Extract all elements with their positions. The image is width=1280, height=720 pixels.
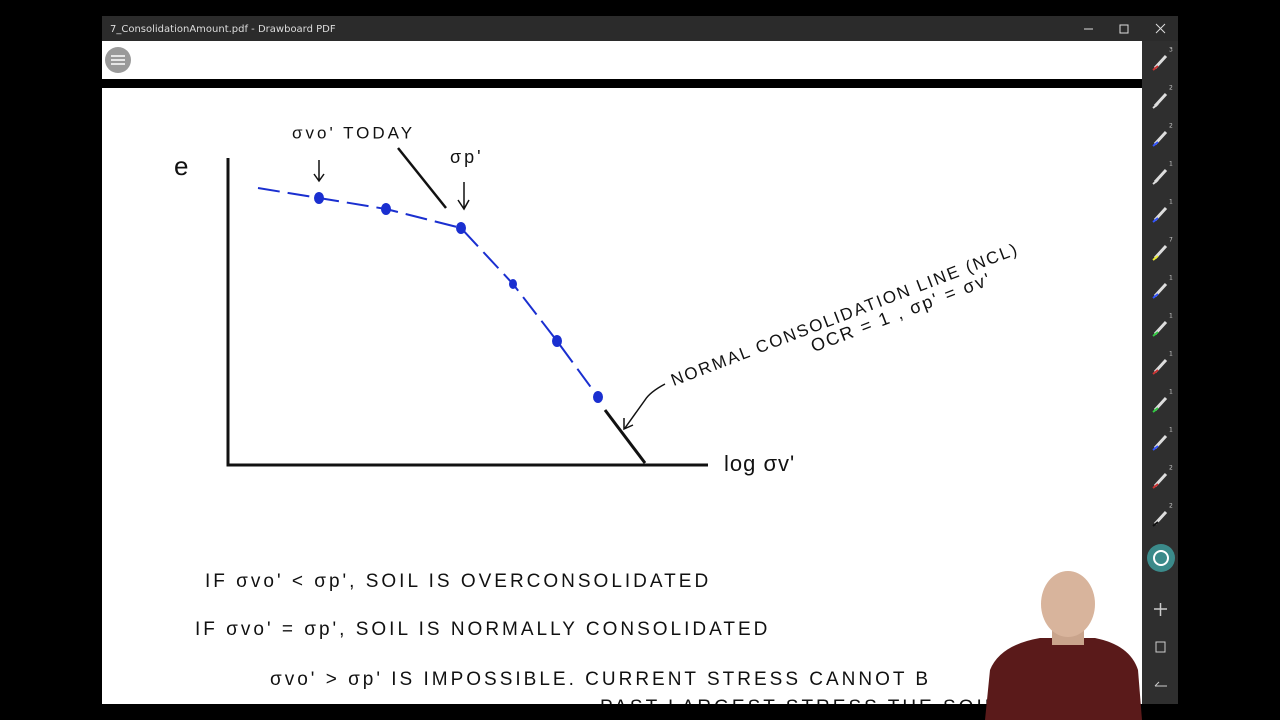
point bbox=[593, 391, 603, 403]
add-tool-button[interactable] bbox=[1154, 603, 1167, 616]
tool-badge: 2 bbox=[1169, 503, 1173, 510]
settings-icon bbox=[1153, 550, 1169, 566]
pen-color bbox=[1152, 65, 1159, 71]
pen-tool[interactable]: 1 bbox=[1152, 275, 1173, 299]
tool-badge: 1 bbox=[1169, 427, 1173, 434]
tool-badge: 1 bbox=[1169, 275, 1173, 282]
point bbox=[381, 203, 391, 215]
collapse-button[interactable] bbox=[1154, 681, 1167, 687]
tool-badge: 3 bbox=[1169, 47, 1173, 54]
pen-tool[interactable]: 1 bbox=[1152, 389, 1173, 413]
pen-tool[interactable]: 2 bbox=[1152, 123, 1173, 147]
note-line: IF σvo' = σp', SOIL IS NORMALLY CONSOLID… bbox=[195, 619, 770, 640]
pen-color bbox=[1152, 483, 1159, 489]
pen-color bbox=[1152, 141, 1159, 147]
curve-points bbox=[314, 192, 603, 403]
pen-tool[interactable]: 1 bbox=[1152, 199, 1173, 223]
pen-tool[interactable]: 1 bbox=[1152, 161, 1173, 185]
tool-badge: 1 bbox=[1169, 389, 1173, 396]
pen-tool[interactable]: 1 bbox=[1152, 313, 1173, 337]
pen-color bbox=[1152, 179, 1159, 185]
pen-color bbox=[1152, 445, 1159, 451]
ncl-pointer bbox=[623, 383, 666, 431]
note-line: IF σvo' < σp', SOIL IS OVERCONSOLIDATED bbox=[205, 571, 711, 592]
pen-tool[interactable]: 2 bbox=[1152, 503, 1173, 527]
note-line: σvo' > σp' IS IMPOSSIBLE. CURRENT STRESS… bbox=[270, 669, 931, 690]
pen-color bbox=[1152, 293, 1159, 299]
ncl-line bbox=[603, 409, 647, 464]
pen-tool[interactable]: 1 bbox=[1152, 427, 1173, 451]
restore-button[interactable] bbox=[1119, 24, 1129, 34]
title-bar bbox=[102, 16, 1178, 41]
toolbar bbox=[102, 41, 1142, 79]
presenter-head bbox=[1041, 571, 1095, 637]
pen-tool[interactable]: 7 bbox=[1152, 237, 1173, 261]
page-border bbox=[102, 79, 1142, 88]
tool-badge: 1 bbox=[1169, 351, 1173, 358]
y-axis-label: e bbox=[174, 151, 191, 181]
tool-list: 3 2 2 1 1 7 1 1 1 1 1 2 2 bbox=[1152, 47, 1173, 527]
axes bbox=[226, 158, 708, 467]
point bbox=[456, 222, 466, 234]
pen-tool[interactable]: 1 bbox=[1152, 351, 1173, 375]
pen-tool[interactable]: 2 bbox=[1152, 85, 1173, 109]
settings-button[interactable] bbox=[1147, 544, 1175, 572]
sketch-axes bbox=[226, 147, 708, 467]
tool-badge: 2 bbox=[1169, 123, 1173, 130]
pen-tool[interactable]: 2 bbox=[1152, 465, 1173, 489]
pen-tool[interactable]: 3 bbox=[1152, 47, 1173, 71]
tool-badge: 1 bbox=[1169, 313, 1173, 320]
pen-color bbox=[1152, 331, 1159, 337]
pdf-page bbox=[102, 88, 1142, 704]
pen-color bbox=[1152, 407, 1159, 413]
delete-tool-button[interactable] bbox=[1155, 641, 1166, 653]
point bbox=[314, 192, 324, 204]
close-button[interactable] bbox=[1155, 23, 1166, 34]
pen-color bbox=[1152, 255, 1159, 261]
presenter-body bbox=[985, 638, 1142, 720]
point bbox=[509, 279, 517, 289]
point bbox=[552, 335, 562, 347]
today-label: σvo' TODAY bbox=[292, 123, 415, 142]
pen-color bbox=[1152, 217, 1159, 223]
pen-color bbox=[1152, 521, 1159, 527]
x-axis-label: log σv' bbox=[724, 451, 795, 476]
pen-color bbox=[1152, 103, 1159, 109]
today-pointer bbox=[397, 147, 447, 209]
menu-icon bbox=[111, 55, 125, 65]
page-bottom-edge bbox=[102, 704, 1142, 720]
presenter bbox=[985, 571, 1142, 720]
pen-color bbox=[1152, 369, 1159, 375]
arrow bbox=[457, 182, 470, 211]
window-title: 7_ConsolidationAmount.pdf - Drawboard PD… bbox=[110, 24, 336, 35]
tool-badge: 1 bbox=[1169, 161, 1173, 168]
tool-badge: 1 bbox=[1169, 199, 1173, 206]
arrow bbox=[313, 160, 325, 183]
tool-sidebar bbox=[1142, 41, 1178, 704]
preconsolidation-label: σp' bbox=[450, 147, 484, 167]
tool-badge: 2 bbox=[1169, 465, 1173, 472]
tool-badge: 7 bbox=[1169, 237, 1173, 244]
tool-badge: 2 bbox=[1169, 85, 1173, 92]
